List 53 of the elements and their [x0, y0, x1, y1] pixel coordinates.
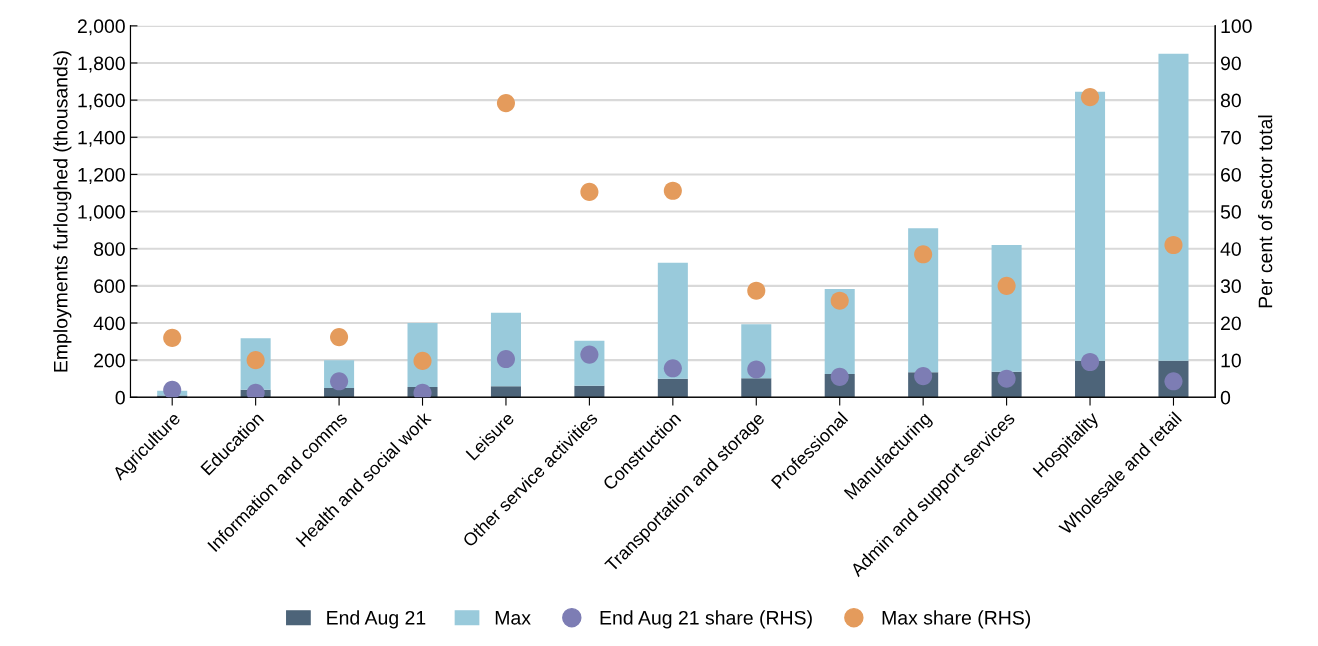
y-tick-label: 600 [94, 279, 125, 294]
y-tick-label: 2,000 [77, 19, 125, 36]
y-tick-label: 0 [115, 390, 125, 405]
point [163, 380, 182, 398]
point [914, 245, 933, 264]
point [580, 182, 599, 201]
y2-tick-label: 0 [1220, 390, 1231, 405]
bar [908, 228, 939, 373]
point [1080, 88, 1100, 107]
point [1164, 235, 1183, 255]
bar [1075, 91, 1106, 361]
point [496, 94, 516, 113]
y-tick-label: 400 [93, 316, 125, 331]
point [163, 328, 182, 347]
y2-tick-label: 100 [1221, 19, 1252, 34]
legend-label: End Aug 21 [327, 610, 426, 629]
y-tick-label: 200 [94, 353, 125, 368]
point [747, 281, 766, 300]
point [997, 276, 1016, 295]
point [663, 181, 682, 200]
bar [490, 386, 521, 398]
bar [574, 385, 605, 398]
point [830, 291, 849, 310]
bar [1158, 53, 1189, 361]
point [747, 360, 766, 379]
y2-tick-label: 20 [1221, 316, 1241, 331]
bar [741, 378, 772, 398]
y-tick-label: 1,200 [78, 167, 125, 184]
y2-tick-label: 30 [1220, 279, 1241, 294]
point [330, 328, 349, 347]
point [1080, 352, 1100, 372]
y2-tick-label: 60 [1221, 167, 1241, 182]
y-tick-label: 1,000 [78, 205, 125, 222]
legend-label: Max [495, 611, 531, 625]
y2-tick-label: 70 [1221, 130, 1241, 145]
y2-tick-label: 50 [1220, 205, 1241, 219]
y2-tick-label: 40 [1220, 242, 1241, 256]
bar [657, 378, 688, 398]
y2-tick-label: 80 [1220, 93, 1241, 108]
y2-axis-title: Per cent of sector total [1258, 115, 1273, 308]
y2-tick-label: 90 [1220, 56, 1241, 71]
legend-label: Max share (RHS) [882, 610, 1031, 629]
bar [657, 262, 688, 379]
y-tick-label: 1,600 [78, 93, 125, 110]
legend-label: End Aug 21 share (RHS) [600, 610, 812, 629]
point [663, 359, 682, 378]
y2-tick-label: 10 [1221, 353, 1241, 368]
y-axis-title: Employments furloughed (thousands) [53, 51, 72, 372]
y-tick-label: 800 [94, 242, 125, 256]
bar [324, 388, 355, 398]
bar [991, 245, 1022, 372]
y-tick-label: 1,800 [78, 56, 125, 73]
y-tick-label: 1,400 [78, 130, 125, 147]
